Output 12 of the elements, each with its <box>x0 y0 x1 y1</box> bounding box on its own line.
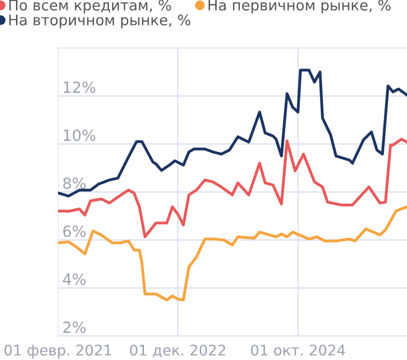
y-tick-label: 12% <box>64 81 96 94</box>
y-tick-label: 8% <box>63 177 86 190</box>
legend-label: На вторичном рынке, % <box>9 14 190 28</box>
x-tick-label: 01 окт. 2024 <box>251 344 346 356</box>
legend-label: На первичном рынке, % <box>208 0 391 14</box>
x-tick-label: 01 дек. 2022 <box>130 344 226 358</box>
y-tick-label: 10% <box>64 129 96 142</box>
y-tick-label: 4% <box>62 273 86 286</box>
x-tick-label: 01 февр. 2021 <box>4 344 112 358</box>
y-tick-label: 6% <box>63 225 86 238</box>
y-tick-label: 2% <box>63 321 86 334</box>
legend-label: По всем кредитам, % <box>9 0 172 14</box>
